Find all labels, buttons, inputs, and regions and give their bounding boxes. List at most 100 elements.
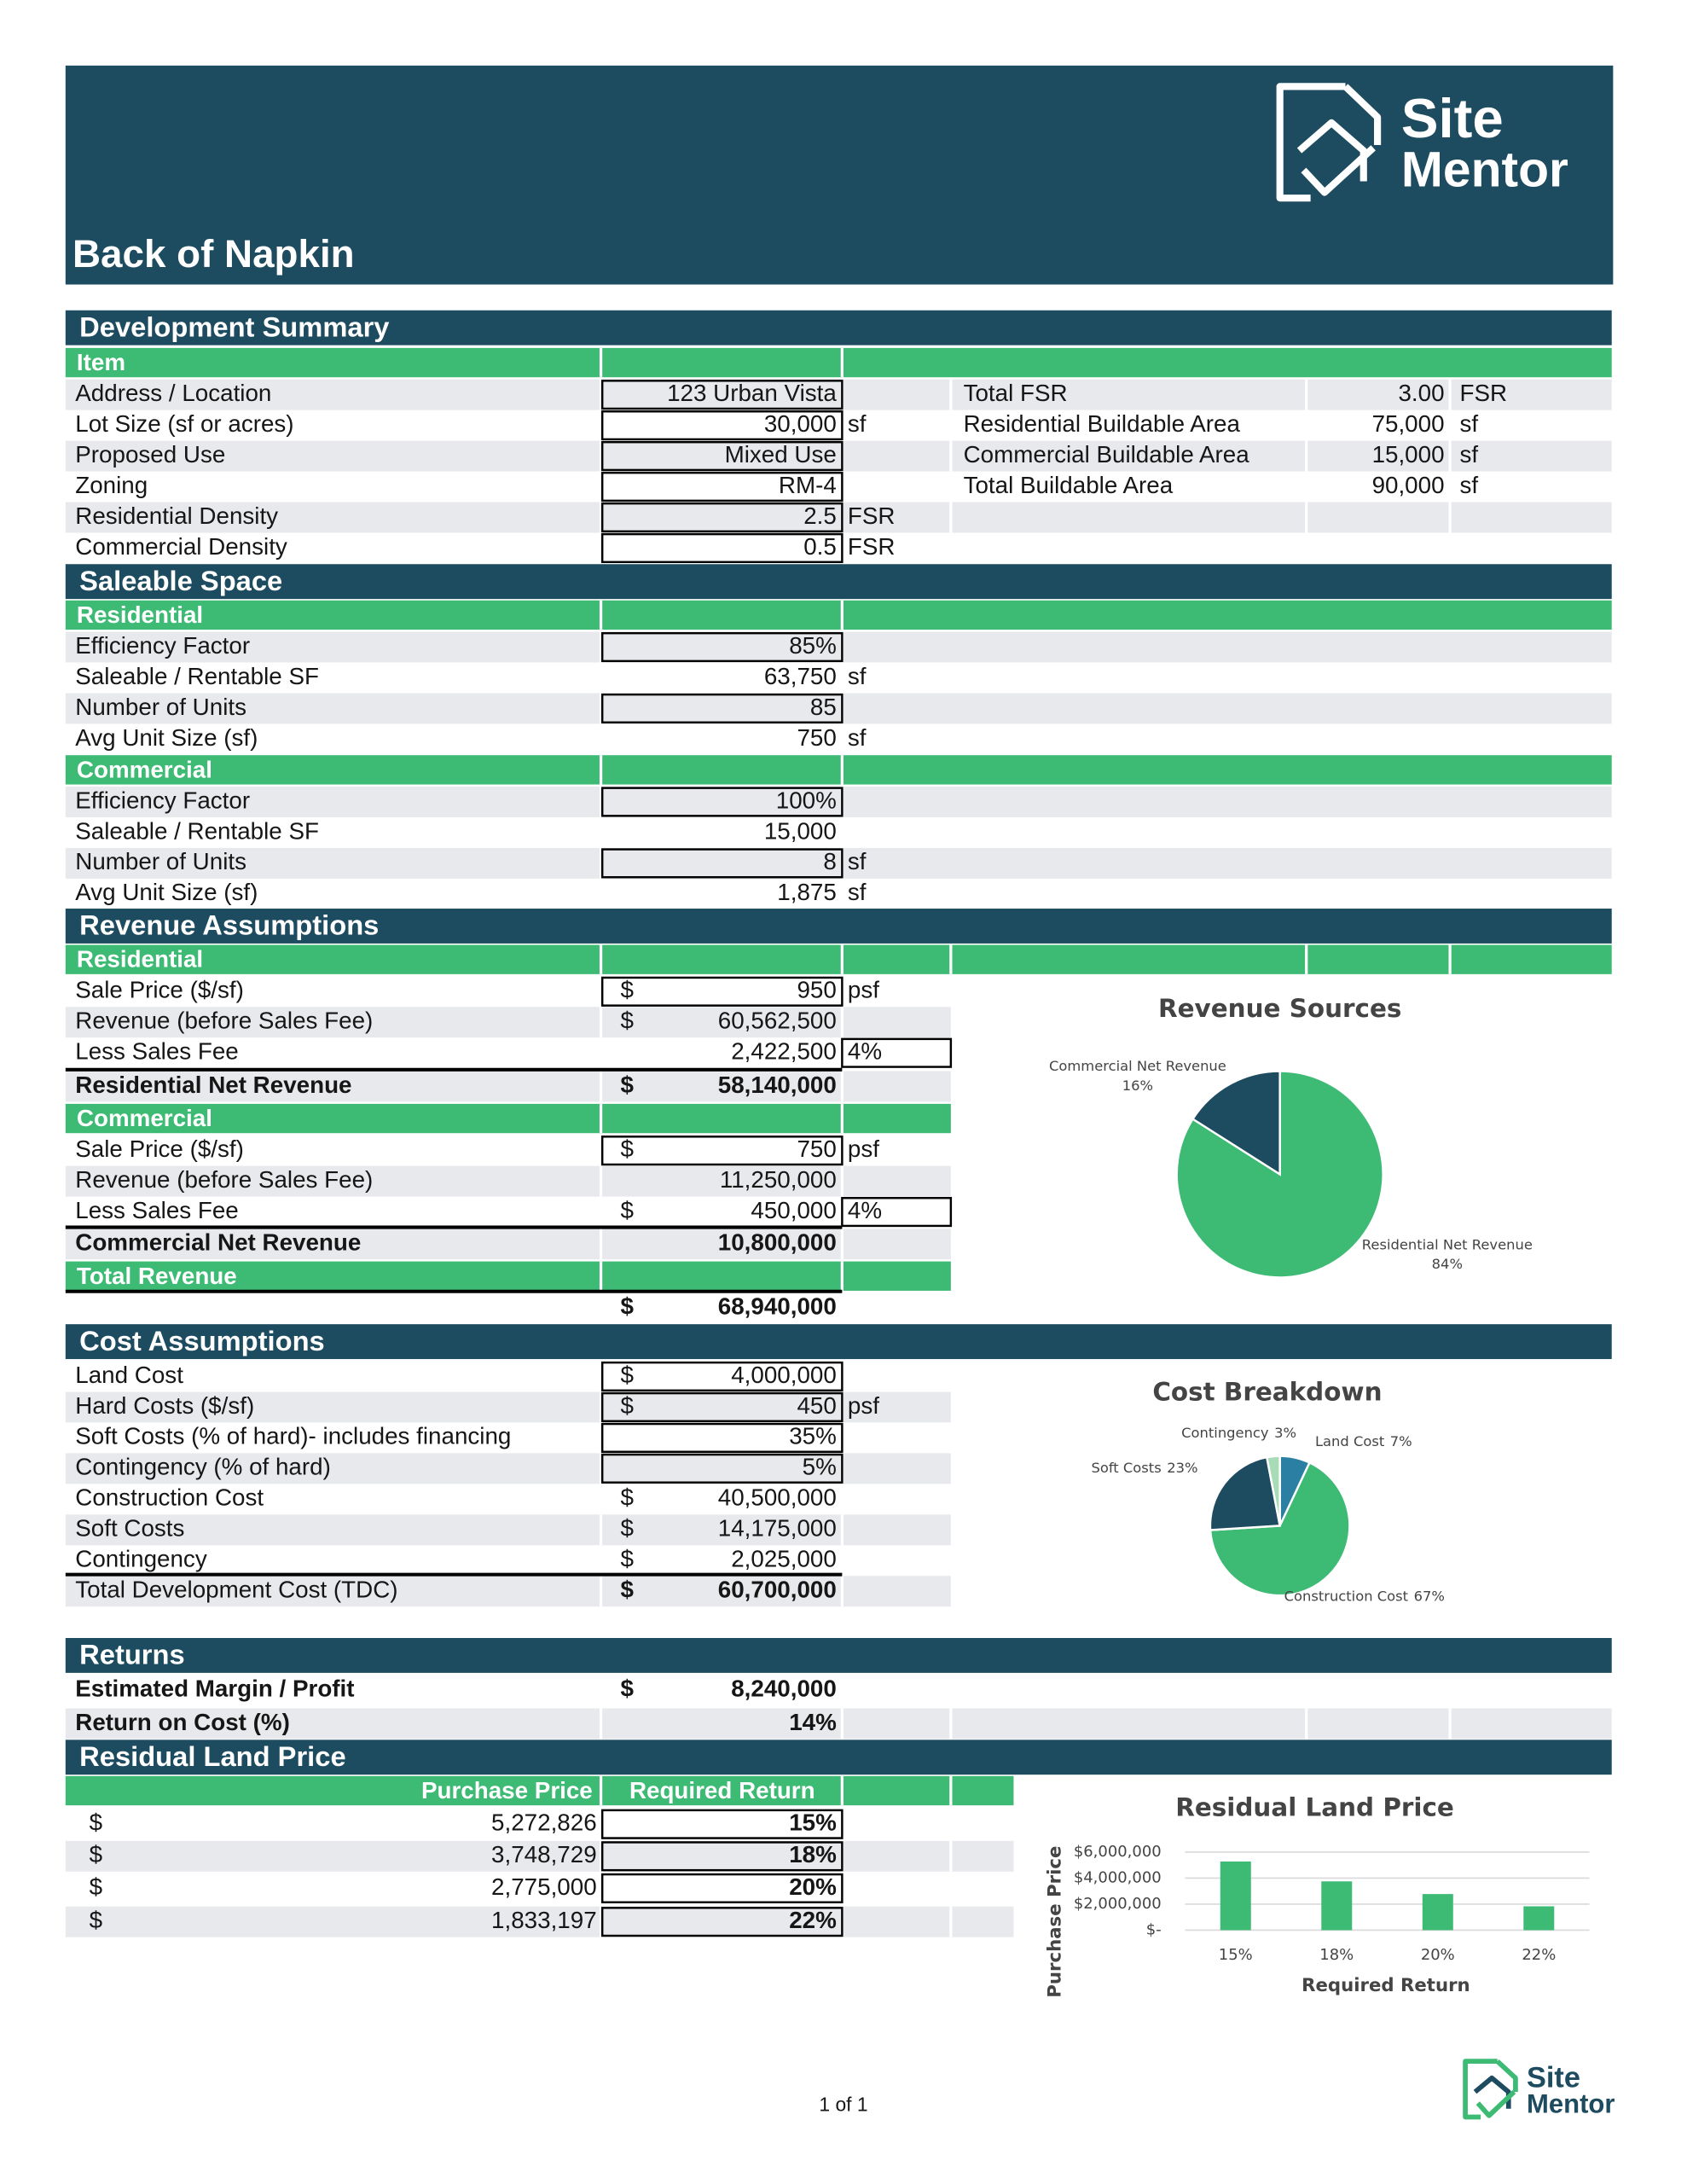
required-return: 18% [789, 1841, 837, 1867]
x-tick-label: 22% [1522, 1946, 1556, 1964]
section-band [65, 1637, 1612, 1673]
row-band [65, 1165, 951, 1197]
input-box [600, 380, 844, 410]
side-value: 15,000 [1372, 441, 1445, 468]
row-band [65, 631, 1612, 663]
row-label: Number of Units [75, 694, 246, 720]
currency-sign: $ [620, 1515, 633, 1542]
group-band [65, 755, 1612, 785]
input-box [600, 1136, 844, 1166]
currency-sign: $ [620, 1392, 633, 1419]
row-value: 60,700,000 [718, 1577, 837, 1603]
purchase-price: 1,833,197 [491, 1907, 597, 1933]
row-unit: sf [848, 663, 867, 689]
row-value: 450,000 [751, 1197, 836, 1223]
row-label: Number of Units [75, 848, 246, 874]
chart-title: Cost Breakdown [1152, 1378, 1382, 1407]
logo-text: Mentor [1527, 2089, 1615, 2119]
row-value: 2.5 [803, 502, 837, 529]
page-number: 1 of 1 [819, 2093, 867, 2115]
row-label: Total Development Cost (TDC) [75, 1577, 397, 1603]
slice-label: Contingency [1181, 1425, 1269, 1441]
slice-value-label: 3% [1274, 1425, 1296, 1441]
row-band [65, 379, 1612, 410]
row-unit: sf [848, 848, 867, 874]
currency-sign: $ [620, 1362, 633, 1388]
row-value: 30,000 [764, 410, 837, 437]
row-label: Contingency [75, 1546, 207, 1572]
row-label: Address / Location [75, 380, 271, 406]
row-label: Sale Price ($/sf) [75, 1136, 244, 1162]
input-box [841, 1037, 953, 1068]
currency-sign: $ [620, 1136, 633, 1162]
row-band [65, 1514, 951, 1546]
row-value: 5% [803, 1454, 837, 1480]
side-unit: sf [1460, 441, 1479, 468]
row-label: Construction Cost [75, 1484, 264, 1511]
logo-text: Mentor [1401, 142, 1568, 197]
row-label: Saleable / Rentable SF [75, 663, 319, 689]
row-band [65, 847, 1612, 879]
purchase-price: 5,272,826 [491, 1809, 597, 1836]
row-label: Soft Costs [75, 1515, 184, 1542]
side-label: Total Buildable Area [964, 472, 1174, 498]
group-band [65, 944, 1612, 974]
section-band [65, 564, 1612, 600]
input-box [600, 1391, 844, 1423]
row-value: 35% [789, 1423, 837, 1449]
row-label: Saleable / Rentable SF [75, 817, 319, 844]
pie-slice [1209, 1455, 1282, 1531]
row-label: Revenue (before Sales Fee) [75, 1166, 373, 1193]
header-logo-icon [1276, 83, 1382, 202]
row-value: 450 [797, 1392, 836, 1419]
row-value: 11,250,000 [720, 1166, 837, 1193]
row-unit: sf [848, 724, 867, 751]
row-band [65, 1840, 1014, 1872]
y-tick-label: $4,000,000 [1074, 1868, 1162, 1886]
slice-label: Soft Costs [1091, 1460, 1161, 1476]
section-title: Revenue Assumptions [79, 909, 379, 941]
input-box [600, 1361, 844, 1392]
group-title: Commercial [77, 1105, 212, 1131]
purchase-price: 3,748,729 [491, 1841, 597, 1867]
logo-text: Site [1401, 87, 1504, 149]
input-box [600, 631, 844, 663]
table-header: Purchase Price [421, 1777, 593, 1804]
row-value: 2,025,000 [731, 1546, 837, 1572]
bar [1220, 1862, 1251, 1931]
row-value: 85 [810, 694, 837, 720]
required-return: 22% [789, 1907, 837, 1933]
currency-sign: $ [620, 1676, 634, 1702]
row-value: 0.5 [803, 533, 837, 560]
currency-sign: $ [620, 1197, 633, 1223]
x-tick-label: 18% [1319, 1946, 1354, 1964]
document-title: Back of Napkin [72, 232, 355, 276]
row-value: 950 [797, 977, 836, 1003]
required-return: 15% [789, 1809, 837, 1836]
input-box [600, 410, 844, 441]
group-band [65, 1261, 951, 1291]
slice-value-label: 67% [1414, 1588, 1445, 1604]
input-box [600, 1422, 844, 1453]
slice-label: Residential Net Revenue [1362, 1236, 1533, 1252]
input-box [600, 1907, 844, 1937]
input-box [600, 693, 844, 724]
row-label: Proposed Use [75, 441, 225, 468]
row-value: 100% [776, 787, 837, 813]
row-value: 8 [823, 848, 836, 874]
input-box [600, 502, 844, 533]
input-box [600, 440, 844, 472]
currency-sign: $ [90, 1809, 102, 1836]
row-label: Land Cost [75, 1362, 183, 1388]
currency-sign: $ [620, 1546, 633, 1572]
row-label: Commercial Net Revenue [75, 1229, 361, 1256]
side-label: Total FSR [964, 380, 1068, 406]
row-label: Sale Price ($/sf) [75, 977, 244, 1003]
group-title: Commercial [77, 756, 212, 782]
row-value: 4,000,000 [731, 1362, 837, 1388]
row-value: RM-4 [779, 472, 837, 498]
side-unit: sf [1460, 410, 1479, 437]
slice-value-label: 23% [1167, 1460, 1197, 1476]
bar [1321, 1881, 1353, 1931]
input-box [600, 848, 844, 879]
